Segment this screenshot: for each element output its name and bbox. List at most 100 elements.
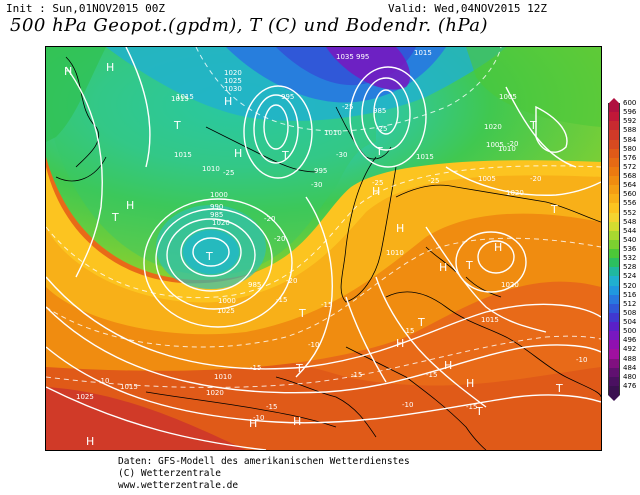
high-pressure-marker: H [444, 359, 452, 372]
isobar-label: 995 [281, 93, 294, 101]
isotherm-label: -10 [308, 341, 319, 349]
color-scale-cell [608, 221, 620, 231]
color-scale-cell [608, 157, 620, 167]
high-pressure-marker: H [372, 185, 380, 198]
isotherm-label: -15 [403, 327, 414, 335]
color-scale-label: 496 [623, 336, 637, 345]
color-scale-cell [608, 385, 620, 395]
color-scale-label: 584 [623, 135, 637, 144]
color-scale-label: 548 [623, 217, 637, 226]
isobar-label: 1025 [224, 77, 242, 85]
color-scale-label: 532 [623, 254, 637, 263]
isotherm-label: -20 [507, 140, 518, 148]
color-scale-label: 504 [623, 318, 637, 326]
color-scale-label: 492 [623, 345, 637, 354]
isotherm-label: -15 [351, 371, 362, 379]
coastlines [55, 56, 601, 450]
high-pressure-marker: H [64, 65, 72, 78]
isobar-label: 990 [210, 203, 223, 211]
isotherm-label: -25 [342, 103, 353, 111]
color-scale [608, 103, 620, 395]
isotherm-label: -15 [250, 364, 261, 372]
isobar-label: 1010 [214, 373, 232, 381]
color-scale-label: 500 [623, 327, 637, 336]
isobar-label: 985 [248, 281, 261, 289]
color-scale-label: 552 [623, 208, 637, 217]
color-scale-label: 544 [623, 226, 637, 235]
isobar-label: 995 [314, 167, 327, 175]
low-pressure-marker: T [529, 119, 537, 132]
high-pressure-marker: H [494, 241, 502, 254]
color-scale-cell [608, 130, 620, 140]
isotherm-label: -15 [426, 371, 437, 379]
isobar-label: 1035 [336, 53, 354, 61]
color-scale-label: 516 [623, 290, 637, 299]
color-scale-cell [608, 303, 620, 313]
isobar-label: 1020 [506, 189, 524, 197]
color-scale-cell [608, 331, 620, 341]
isobar-label: 1015 [414, 49, 432, 57]
isobar-label: 1005 [499, 93, 517, 101]
color-scale-cell [608, 121, 620, 131]
color-scale-label: 536 [623, 245, 637, 253]
color-scale-label: 556 [623, 199, 637, 208]
low-pressure-marker: T [555, 382, 563, 395]
color-scale-label: 512 [623, 299, 637, 308]
isobar-label: 1030 [224, 85, 242, 93]
color-scale-cell [608, 276, 620, 286]
isobar-label: 985 [373, 107, 386, 115]
isobar-label: 1015 [176, 93, 194, 101]
isotherm-label: -20 [530, 175, 541, 183]
color-scale-cell [608, 185, 620, 195]
color-scale-label: 600 [623, 99, 637, 107]
color-scale-cell [608, 249, 620, 259]
isobar-label: 1010 [386, 249, 404, 257]
color-scale-top-arrow [608, 98, 620, 104]
valid-time: Valid: Wed,04NOV2015 12Z [388, 2, 547, 15]
color-scale-cell [608, 258, 620, 268]
isotherm-label: -15 [266, 403, 277, 411]
color-scale-cell [608, 239, 620, 249]
color-scale-cell [608, 312, 620, 322]
high-pressure-marker: H [396, 337, 404, 350]
low-pressure-marker: T [173, 119, 181, 132]
low-pressure-marker: T [281, 149, 289, 162]
high-pressure-marker: H [224, 95, 232, 108]
color-scale-cell [608, 176, 620, 186]
color-scale-cell [608, 358, 620, 368]
isobar-label: 1000 [210, 191, 228, 199]
isobar-label: 1020 [224, 69, 242, 77]
color-scale-label: 580 [623, 144, 637, 153]
high-pressure-marker: H [249, 417, 257, 430]
color-scale-cell [608, 376, 620, 386]
high-pressure-marker: H [126, 199, 134, 212]
color-scale-cell [608, 367, 620, 377]
map-title: 500 hPa Geopot.(gpdm), T (C) und Bodendr… [10, 15, 489, 36]
isotherm-label: -15 [321, 301, 332, 309]
color-scale-cell [608, 194, 620, 204]
isotherm-label: -25 [428, 177, 439, 185]
isotherm-label: -15 [276, 296, 287, 304]
isobar-label: 1015 [416, 153, 434, 161]
color-scale-cell [608, 230, 620, 240]
color-scale-label: 596 [623, 108, 637, 117]
init-time: Init : Sun,01NOV2015 00Z [6, 2, 165, 15]
isotherm-label: -30 [336, 151, 347, 159]
isobar-label: 1005 [486, 141, 504, 149]
isotherm-label: -30 [311, 181, 322, 189]
isobar-label: 985 [210, 211, 223, 219]
isobars [46, 47, 601, 450]
color-scale-cell [608, 103, 620, 113]
low-pressure-marker: T [111, 211, 119, 224]
temperature-isotherms [46, 47, 601, 388]
color-scale-label: 488 [623, 354, 637, 363]
temperature-field [46, 47, 601, 450]
isobar-label: 1005 [478, 175, 496, 183]
isotherm-label: -15 [466, 403, 477, 411]
color-scale-label: 592 [623, 117, 637, 126]
credits: Daten: GFS-Modell des amerikanischen Wet… [118, 456, 410, 492]
isotherm-label: -10 [402, 401, 413, 409]
isobar-label: 1020 [212, 219, 230, 227]
color-scale-cell [608, 203, 620, 213]
